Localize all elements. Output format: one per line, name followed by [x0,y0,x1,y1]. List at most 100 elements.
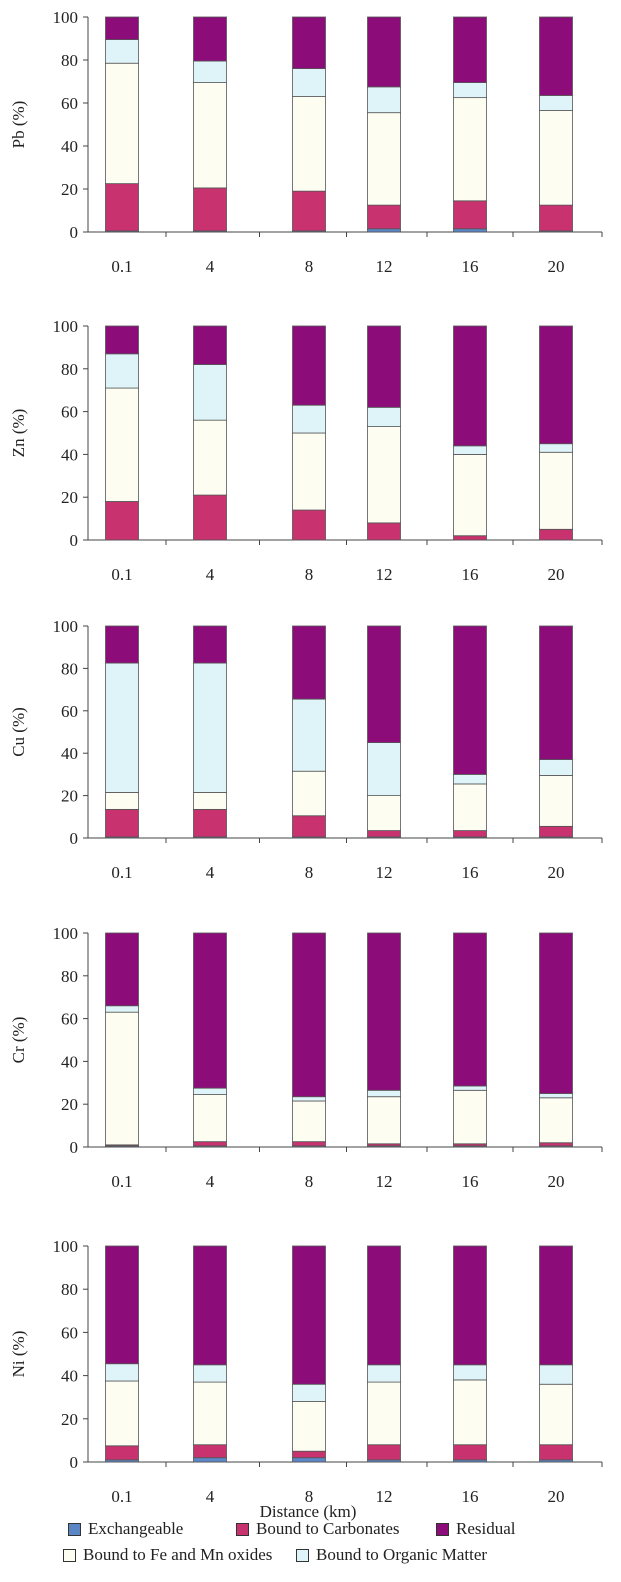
bar-segment-bound-to-organic-matter [193,60,227,83]
y-tick-label: 40 [61,1052,78,1071]
bar-segment-residual [453,1245,487,1366]
x-tick-label: 0.1 [111,257,132,276]
x-tick-label: 12 [376,257,393,276]
bar-segment-bound-to-carbonates [292,1450,326,1459]
bar-segment-bound-to-fe-and-mn-oxides [292,96,326,192]
bar-segment-residual [193,932,227,1089]
x-tick-label: 8 [305,863,314,882]
bar-segment-bound-to-fe-and-mn-oxides [539,1097,573,1144]
bar-segment-bound-to-fe-and-mn-oxides [105,1011,139,1146]
bar-segment-bound-to-carbonates [539,825,573,838]
panel-zn: 0 20 40 60 80 100 Zn (%) 0.1 4 8 12 16 20 [9,317,603,584]
bar-segment-residual [105,932,139,1007]
bar-segment-bound-to-carbonates [367,522,401,541]
bar-segment-bound-to-organic-matter [105,39,139,64]
legend-row-2: Bound to Fe and Mn oxides Bound to Organ… [63,1542,621,1568]
x-tick-label: 4 [206,565,215,584]
bar-segment-residual [367,1245,401,1366]
x-tick-label: 16 [462,1487,479,1506]
legend-item-fe-mn-oxides: Bound to Fe and Mn oxides [63,1545,296,1565]
bar-segment-bound-to-fe-and-mn-oxides [453,97,487,202]
x-tick-label: 0.1 [111,863,132,882]
bar-segment-bound-to-fe-and-mn-oxides [292,1401,326,1452]
bar-segment-bound-to-carbonates [539,1142,573,1147]
x-tick-label: 8 [305,565,314,584]
x-tick-label: 20 [548,257,565,276]
y-tick-label: 40 [61,137,78,156]
bar-segment-bound-to-carbonates [105,1445,139,1461]
y-tick-label: 0 [70,531,79,550]
y-tick-label: 40 [61,1367,78,1386]
x-tick-label: 12 [376,1172,393,1191]
bar-segment-exchangeable [367,228,401,233]
bar-segment-bound-to-organic-matter [453,82,487,99]
bar-segment-residual [193,325,227,365]
panel-cr: 0 20 40 60 80 100 Cr (%) 0.1 4 8 12 16 20 [9,924,603,1191]
bar-segment-bound-to-organic-matter [292,68,326,97]
bar-segment-bound-to-fe-and-mn-oxides [193,1381,227,1446]
bar-segment-bound-to-carbonates [453,200,487,230]
bar-segment-bound-to-carbonates [193,1141,227,1147]
x-tick-label: 20 [548,565,565,584]
bar-segment-bound-to-fe-and-mn-oxides [453,453,487,537]
bar-segment-bound-to-organic-matter [453,445,487,455]
bar-segment-bound-to-fe-and-mn-oxides [539,451,573,530]
bar-segment-bound-to-fe-and-mn-oxides [539,1383,573,1446]
legend-label-carbonates: Bound to Carbonates [256,1519,400,1538]
bar-segment-bound-to-fe-and-mn-oxides [367,426,401,524]
x-axis-title: Distance (km) [260,1502,357,1521]
bar-segment-bound-to-fe-and-mn-oxides [292,1100,326,1143]
bar-segment-bound-to-fe-and-mn-oxides [292,432,326,511]
bar-segment-bound-to-organic-matter [539,443,573,453]
panel-pb: 0 20 40 60 80 100 Pb (%) 0.1 4 8 12 16 20 [9,8,603,276]
bar-segment-bound-to-organic-matter [367,1364,401,1383]
bar-segment-bound-to-fe-and-mn-oxides [539,775,573,827]
bar-segment-bound-to-organic-matter [193,1087,227,1095]
bar-segment-bound-to-fe-and-mn-oxides [193,792,227,810]
y-tick-label: 0 [70,1453,79,1472]
bar-segment-bound-to-organic-matter [539,1093,573,1099]
x-tick-label: 8 [305,257,314,276]
bar-segment-bound-to-carbonates [453,830,487,838]
y-tick-label: 100 [53,8,79,27]
bar-segment-residual [292,932,326,1098]
bar-segment-bound-to-carbonates [292,509,326,541]
bar-segment-bound-to-organic-matter [105,1363,139,1382]
x-tick-label: 8 [305,1172,314,1191]
bar-segment-residual [105,1245,139,1365]
bar-segment-bound-to-organic-matter [105,1005,139,1013]
bar-segment-bound-to-organic-matter [453,1085,487,1091]
bar-segment-bound-to-fe-and-mn-oxides [105,1380,139,1447]
bar-segment-bound-to-organic-matter [193,1364,227,1383]
y-tick-label: 60 [61,403,78,422]
panel-ni: 0 20 40 60 80 100 Ni (%) 0.1 4 8 12 16 20 Distance (k… [9,1237,603,1521]
bar-segment-bound-to-organic-matter [105,353,139,389]
bar-segment-bound-to-fe-and-mn-oxides [453,1089,487,1145]
y-tick-label: 20 [61,488,78,507]
y-tick-label: 0 [70,1138,79,1157]
x-tick-label: 0.1 [111,1172,132,1191]
bar-segment-bound-to-organic-matter [367,406,401,427]
y-tick-label: 80 [61,659,78,678]
bar-segment-bound-to-carbonates [292,1141,326,1147]
bar-segment-bound-to-carbonates [193,808,227,838]
bar-segment-bound-to-carbonates [453,1444,487,1461]
bar-segment-bound-to-organic-matter [539,1364,573,1385]
legend-swatch-organic-matter [296,1548,309,1562]
bar-segment-bound-to-carbonates [367,204,401,230]
y-tick-label: 100 [53,617,79,636]
bar-segment-bound-to-organic-matter [292,698,326,772]
bar-segment-bound-to-fe-and-mn-oxides [367,1096,401,1145]
bar-segment-residual [105,325,139,355]
bar-segment-bound-to-organic-matter [292,404,326,434]
y-tick-label: 20 [61,180,78,199]
bar-segment-bound-to-organic-matter [105,662,139,793]
y-tick-label: 80 [61,967,78,986]
x-tick-label: 16 [462,1172,479,1191]
bar-segment-bound-to-carbonates [292,190,326,232]
y-axis-title: Cu (%) [9,707,28,757]
bar-segment-bound-to-fe-and-mn-oxides [453,783,487,831]
legend-item-organic-matter: Bound to Organic Matter [296,1545,487,1565]
bar-segment-bound-to-fe-and-mn-oxides [367,795,401,831]
